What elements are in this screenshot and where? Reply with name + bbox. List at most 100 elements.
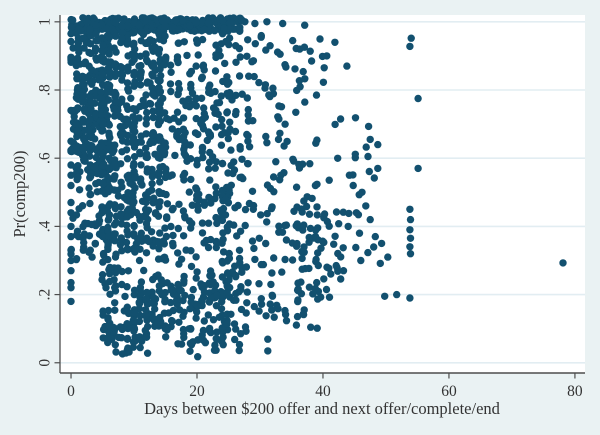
data-point bbox=[313, 203, 321, 211]
data-point bbox=[339, 208, 347, 216]
data-point bbox=[73, 127, 81, 135]
data-point bbox=[179, 114, 188, 122]
data-point bbox=[67, 297, 75, 306]
data-point bbox=[255, 307, 263, 315]
data-point bbox=[306, 47, 314, 55]
data-point bbox=[351, 150, 359, 158]
data-point bbox=[334, 249, 342, 258]
data-point bbox=[67, 278, 75, 287]
data-point bbox=[231, 127, 240, 136]
data-point bbox=[352, 243, 360, 252]
data-point bbox=[161, 149, 169, 157]
data-point bbox=[223, 257, 231, 265]
data-point bbox=[160, 109, 169, 117]
data-point bbox=[175, 318, 183, 326]
data-point bbox=[174, 58, 182, 67]
data-point bbox=[266, 300, 274, 308]
data-point bbox=[134, 235, 142, 244]
data-point bbox=[349, 181, 357, 190]
data-point bbox=[106, 82, 114, 90]
data-point bbox=[139, 96, 147, 105]
data-point bbox=[235, 254, 244, 263]
data-point bbox=[111, 269, 120, 277]
data-point bbox=[292, 44, 300, 53]
data-point bbox=[163, 200, 172, 208]
data-point bbox=[212, 189, 220, 197]
data-point bbox=[74, 173, 82, 181]
data-point bbox=[257, 295, 265, 303]
data-point bbox=[123, 335, 132, 343]
data-point bbox=[186, 347, 194, 355]
data-point bbox=[194, 353, 202, 361]
data-point bbox=[183, 157, 191, 165]
data-point bbox=[376, 259, 384, 268]
data-point bbox=[187, 175, 195, 184]
data-point bbox=[116, 122, 125, 131]
data-point bbox=[219, 333, 227, 341]
data-point bbox=[117, 334, 126, 342]
data-point bbox=[175, 260, 183, 268]
data-point bbox=[272, 158, 280, 166]
data-point bbox=[218, 122, 226, 130]
y-tick-label: .4 bbox=[37, 220, 54, 232]
data-point bbox=[257, 300, 266, 308]
data-point bbox=[414, 94, 422, 103]
data-point bbox=[263, 209, 271, 218]
data-point bbox=[142, 220, 151, 228]
data-point bbox=[185, 103, 194, 111]
data-point bbox=[85, 232, 94, 240]
data-point bbox=[298, 254, 306, 263]
data-point bbox=[200, 288, 209, 296]
data-point bbox=[169, 231, 177, 240]
data-point bbox=[87, 105, 95, 113]
data-point bbox=[313, 324, 321, 332]
data-point bbox=[305, 264, 313, 273]
data-point bbox=[244, 111, 252, 119]
y-tick-label: .2 bbox=[37, 289, 54, 301]
data-point bbox=[317, 244, 325, 252]
data-point bbox=[299, 310, 307, 318]
x-axis-ticks: 0 20 40 60 80 bbox=[67, 373, 583, 400]
data-point bbox=[118, 34, 126, 42]
data-point bbox=[242, 263, 251, 271]
data-point bbox=[225, 40, 233, 49]
data-point bbox=[175, 200, 183, 208]
data-point bbox=[149, 62, 158, 71]
data-point bbox=[262, 239, 270, 248]
data-point bbox=[345, 209, 353, 218]
data-point bbox=[210, 346, 219, 354]
data-point bbox=[355, 229, 364, 237]
data-point bbox=[280, 169, 288, 177]
data-point bbox=[67, 222, 75, 231]
data-point bbox=[325, 293, 334, 301]
data-point bbox=[83, 18, 91, 26]
data-point bbox=[406, 243, 414, 251]
data-point bbox=[406, 215, 415, 224]
data-point bbox=[219, 229, 227, 237]
data-point bbox=[291, 65, 299, 73]
data-point bbox=[174, 79, 183, 88]
data-point bbox=[167, 222, 175, 231]
data-point bbox=[137, 161, 145, 169]
data-point bbox=[72, 142, 81, 150]
data-point bbox=[199, 16, 207, 25]
data-point bbox=[146, 79, 154, 87]
data-point bbox=[406, 42, 414, 51]
data-point bbox=[276, 176, 284, 184]
data-point bbox=[127, 94, 135, 103]
data-point bbox=[124, 267, 133, 275]
data-point bbox=[311, 284, 320, 293]
data-point bbox=[318, 52, 327, 61]
data-point bbox=[279, 19, 287, 28]
data-point bbox=[130, 39, 138, 47]
data-point bbox=[165, 116, 174, 124]
data-point bbox=[109, 323, 117, 331]
data-point bbox=[198, 35, 207, 44]
data-point bbox=[186, 22, 194, 30]
data-point bbox=[72, 255, 81, 263]
data-point bbox=[313, 211, 321, 219]
data-point bbox=[180, 145, 188, 154]
data-point bbox=[111, 93, 119, 101]
data-point bbox=[104, 306, 113, 315]
